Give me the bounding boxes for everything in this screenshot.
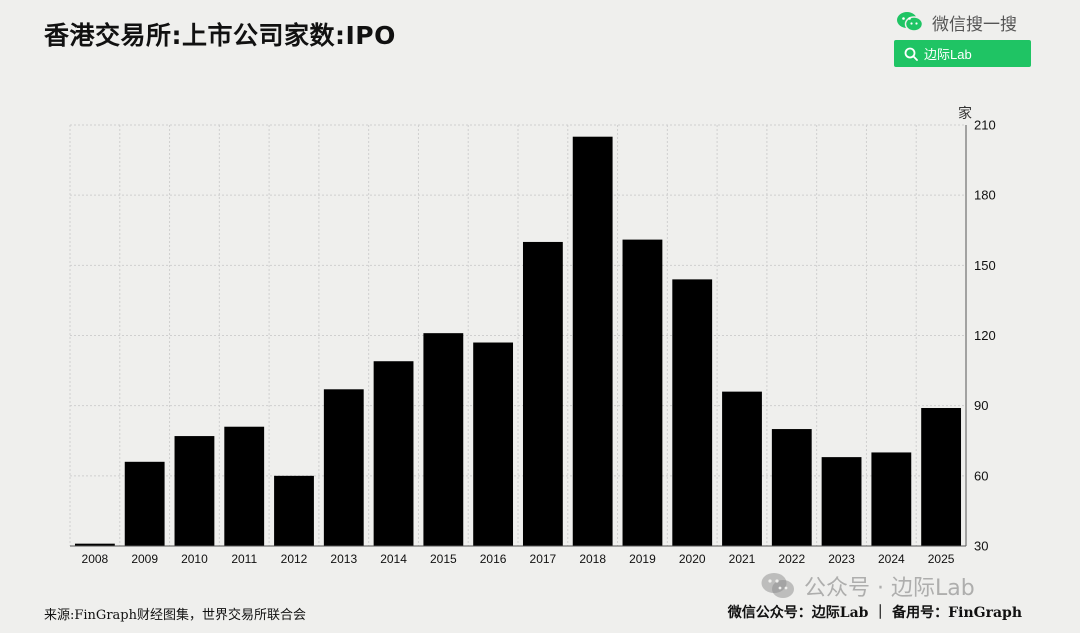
bar-2009: [124, 461, 165, 546]
x-tick-label: 2013: [330, 552, 357, 566]
bar-2019: [622, 239, 663, 546]
bar-2021: [722, 391, 762, 546]
search-icon: [904, 47, 918, 61]
y-tick-label: 60: [974, 468, 988, 483]
wechat-icon: [897, 12, 924, 32]
x-tick-label: 2008: [82, 552, 109, 566]
x-tick-label: 2023: [828, 552, 855, 566]
search-brand-label: 微信搜一搜: [932, 14, 1017, 35]
watermark: 公众号 · 边际Lab: [760, 570, 975, 602]
search-button[interactable]: 边际Lab: [894, 40, 1031, 67]
y-tick-label: 180: [974, 188, 996, 203]
y-axis-unit-label: 家: [958, 105, 972, 122]
x-tick-label: 2018: [579, 552, 606, 566]
y-tick-label: 150: [974, 258, 996, 273]
wechat-search-brand: 微信搜一搜: [896, 10, 1017, 35]
x-tick-label: 2024: [878, 552, 905, 566]
bar-2008: [74, 543, 115, 546]
ipo-bar-chart: 30 60 90 120 150 180 210 2008 2009 2010 2011 2012 20…: [69, 105, 996, 566]
x-tick-label: 2010: [181, 552, 208, 566]
footer-account: 微信公众号：边际Lab ｜ 备用号：FinGraph: [727, 605, 1022, 621]
x-tick-label: 2015: [430, 552, 457, 566]
x-tick-label: 2011: [231, 552, 257, 566]
bar-2016: [473, 342, 514, 546]
bar-2024: [871, 452, 912, 546]
x-tick-label: 2020: [679, 552, 706, 566]
x-tick-label: 2012: [281, 552, 308, 566]
wechat-watermark-icon: [761, 573, 794, 598]
bars: [74, 136, 962, 546]
watermark-text: 公众号 · 边际Lab: [804, 576, 975, 601]
bar-2020: [672, 279, 713, 546]
bar-2025: [921, 408, 962, 546]
bar-2017: [522, 241, 563, 546]
x-tick-label: 2021: [729, 552, 756, 566]
bar-2015: [423, 333, 464, 546]
x-tick-label: 2022: [778, 552, 805, 566]
y-tick-label: 90: [974, 398, 988, 413]
x-tick-label: 2016: [480, 552, 507, 566]
axes: 30 60 90 120 150 180 210 2008 2009 2010 2011 2012 20…: [70, 105, 996, 566]
bar-2022: [771, 429, 812, 546]
y-tick-label: 210: [974, 118, 996, 133]
bar-2011: [224, 426, 265, 546]
y-tick-label: 120: [974, 328, 996, 343]
x-tick-label: 2017: [530, 552, 557, 566]
chart-title: 香港交易所:上市公司家数:IPO: [44, 21, 396, 50]
bar-2010: [174, 436, 215, 546]
bar-2023: [821, 457, 862, 546]
x-tick-label: 2025: [928, 552, 955, 566]
source-note: 来源:FinGraph财经图集，世界交易所联合会: [44, 608, 306, 623]
x-tick-label: 2014: [380, 552, 407, 566]
x-tick-label: 2019: [629, 552, 656, 566]
bar-2018: [572, 136, 613, 546]
x-tick-label: 2009: [131, 552, 158, 566]
bar-2014: [373, 361, 414, 546]
search-button-label: 边际Lab: [924, 47, 972, 62]
y-tick-label: 30: [974, 539, 988, 554]
bar-2013: [323, 389, 364, 546]
bar-2012: [274, 475, 314, 546]
